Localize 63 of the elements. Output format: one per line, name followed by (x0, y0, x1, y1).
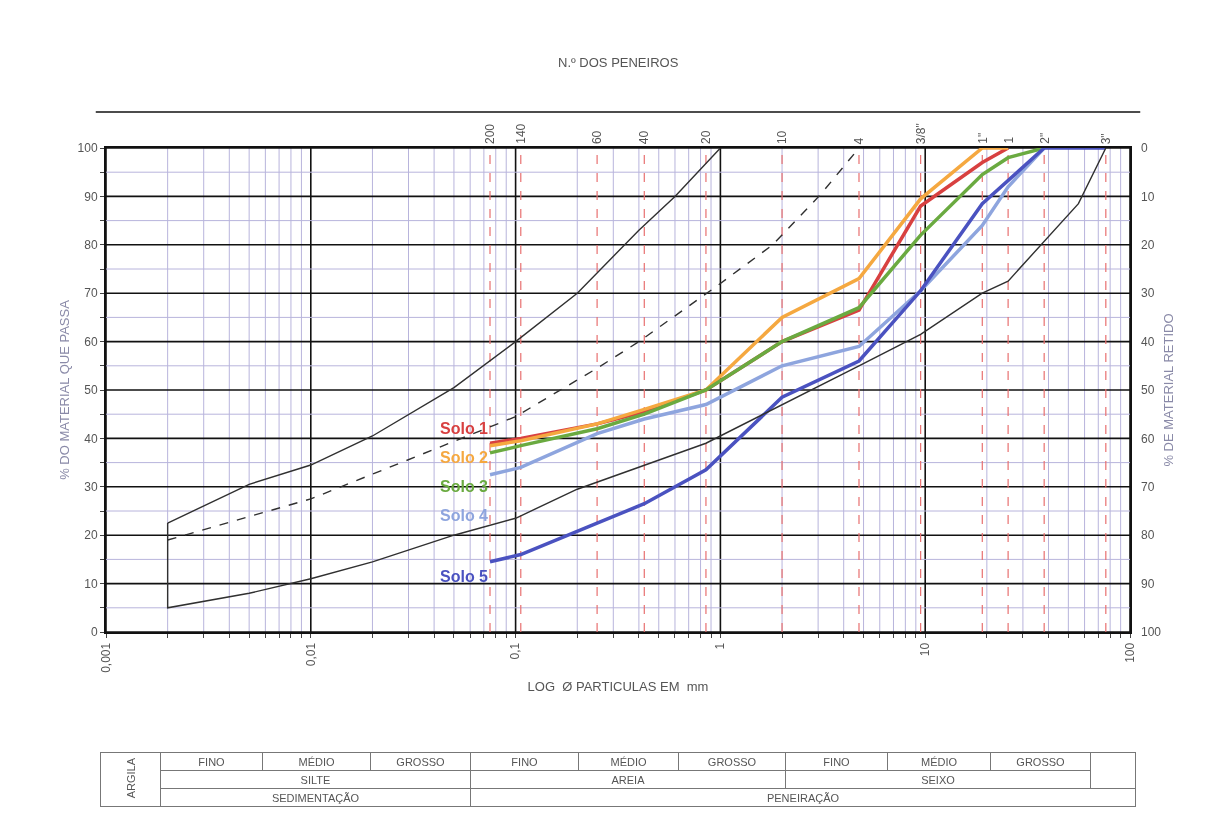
annotation: 40 (637, 130, 652, 145)
text: ARGILA (124, 758, 137, 799)
text: SILTE (160, 770, 471, 789)
text: FINO (160, 752, 263, 771)
y-tick-label: 10 (84, 576, 98, 591)
y2-tick-label: 100 (1141, 625, 1162, 640)
annotation: 140 (513, 123, 528, 144)
text: MÉDIO (887, 752, 991, 771)
y-tick-label: 100 (77, 141, 98, 156)
x-tick-label: 1 (713, 642, 728, 650)
x-axis-title: LOG Ø PARTICULAS EM mm (527, 678, 709, 694)
y2-tick-label: 30 (1141, 286, 1155, 301)
chart-title: N.º DOS PENEIROS (558, 55, 679, 70)
series-label: Solo 1 (440, 420, 489, 437)
x-tick-label: 0,1 (508, 642, 523, 660)
annotation: 1" (975, 132, 990, 144)
y2-tick-label: 20 (1141, 238, 1155, 252)
annotation: 20 (698, 130, 713, 144)
y2-tick-label: 50 (1141, 383, 1155, 398)
text: MÉDIO (578, 752, 679, 771)
annotation: 10 (775, 130, 790, 145)
series-label: Solo 5 (440, 568, 489, 585)
y2-tick-label: 40 (1141, 334, 1155, 349)
annotation: 60 (590, 130, 605, 145)
text: FINO (470, 752, 579, 771)
y-axis-title: % DO MATERIAL QUE PASSA (57, 299, 72, 480)
y2-tick-label: 60 (1141, 431, 1155, 446)
y-tick-label: 80 (84, 238, 98, 252)
x-tick-label: 100 (1122, 642, 1137, 663)
y2-axis-title: % DE MATERIAL RETIDO (1160, 313, 1176, 467)
annotation: 1 (1001, 136, 1016, 144)
y2-tick-label: 90 (1141, 576, 1155, 591)
text: SEDIMENTAÇÃO (160, 788, 471, 807)
x-tick-label: 0,01 (303, 642, 318, 667)
text: PENEIRAÇÃO (470, 788, 1136, 807)
y2-tick-label: 10 (1141, 189, 1155, 204)
annotation: 4 (852, 137, 867, 145)
text: MÉDIO (262, 752, 371, 771)
x-tick-label: 10 (918, 642, 933, 657)
y2-tick-label: 80 (1141, 528, 1155, 543)
x-tick-label: 0,001 (98, 642, 113, 673)
y-tick-label: 70 (84, 286, 98, 301)
series-label: Solo 2 (440, 449, 489, 466)
y-tick-label: 40 (84, 431, 98, 446)
annotation: 200 (483, 123, 498, 145)
text: GROSSO (990, 752, 1091, 771)
y2-tick-label: 70 (1141, 480, 1155, 494)
y-tick-label: 90 (84, 189, 98, 204)
annotation: 3/8" (914, 123, 929, 145)
text: Solo 4 (440, 507, 489, 524)
y-tick-label: 30 (84, 480, 98, 494)
y-tick-label: 50 (84, 383, 98, 398)
annotation: 3" (1099, 133, 1114, 145)
text: SEIXO (785, 770, 1091, 789)
text: FINO (785, 752, 888, 771)
text: GROSSO (370, 752, 471, 771)
y-tick-label: 20 (84, 528, 98, 543)
text: GROSSO (678, 752, 786, 771)
y2-tick-label: 0 (1141, 141, 1148, 156)
text: AREIA (470, 770, 786, 789)
y-tick-label: 60 (84, 334, 98, 349)
y-tick-label: 0 (90, 625, 98, 640)
annotation: 2" (1037, 132, 1052, 144)
